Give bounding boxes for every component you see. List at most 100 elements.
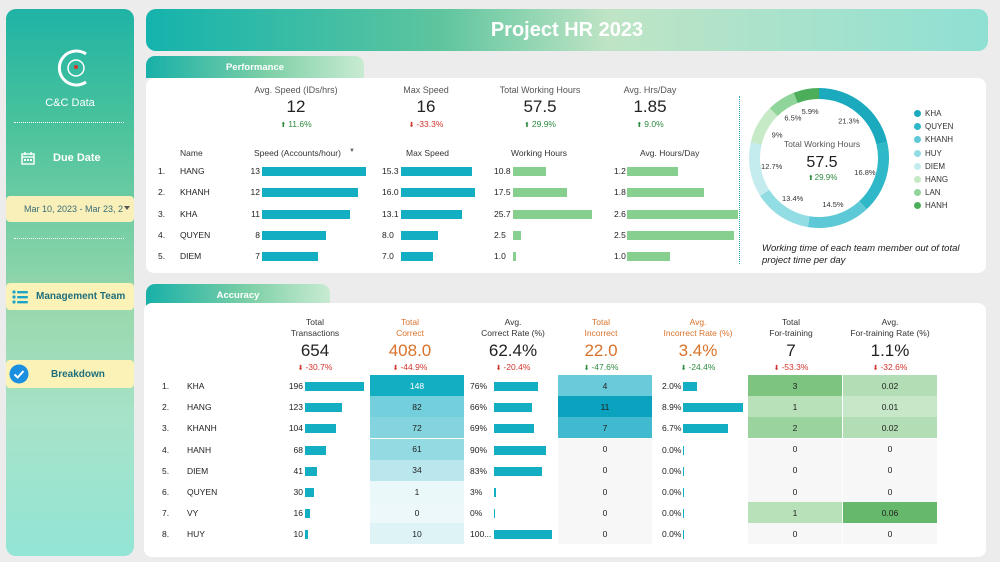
donut-slice-label: 5.9% [802,107,819,116]
for-training-cell: 1 [748,396,842,418]
delta-value: -32.6% [880,362,908,372]
delta-value: -24.4% [688,362,716,372]
transactions-bar [305,466,318,476]
kpi-delta: ⬇ -20.4% [465,362,561,372]
column-header: Avg. Hours/Day [640,148,700,158]
delta-value: -44.9% [400,362,428,372]
member-name: KHANH [180,187,210,198]
incorrect-rate-bar [683,466,684,476]
transactions-value: 196 [288,381,303,391]
row-index: 1. [162,381,170,391]
row-index: 2. [158,187,166,198]
breakdown-button[interactable]: Breakdown [6,360,134,388]
for-training-cell: 0 [748,481,842,502]
brain-logo-icon [57,49,87,87]
max-speed-bar [401,188,475,198]
column-header-line1: Total [592,317,610,327]
legend-item-lan: LAN [914,188,941,197]
correct-rate-bar [494,403,533,413]
sort-down-icon: ▼ [349,148,355,154]
delta-value: -53.3% [781,362,809,372]
management-team-button[interactable]: Management Team [6,283,134,310]
incorrect-rate-value: 0.0% [662,465,682,476]
max-speed-value: 16.0 [382,187,399,198]
working-hours-value: 2.5 [494,229,506,240]
max-speed-value: 15.3 [382,166,399,176]
delta-value: 9.0% [644,119,664,129]
avg-hours-value: 1.2 [614,166,626,176]
kpi-value: 22.0 [584,341,618,360]
avg-hours-bar [627,252,670,262]
member-name: HUY [187,529,205,540]
legend-label: LAN [925,188,941,198]
for-training-rate-cell: 0 [843,523,937,545]
working-hours-bar [513,209,592,219]
working-hours-value: 10.8 [494,166,511,176]
member-name: QUYEN [180,229,211,240]
max-speed-value: 8.0 [382,229,394,240]
page-title: Project HR 2023 [146,9,988,51]
incorrect-cell: 7 [558,417,652,439]
incorrect-rate-bar [683,424,729,434]
speed-bar [262,252,318,262]
donut-slice-label: 6.5% [784,114,801,123]
donut-slice-kha [819,88,888,145]
row-index: 6. [162,487,170,497]
column-header-line1: Total [306,317,324,327]
tab-performance[interactable]: Performance [146,56,364,78]
incorrect-rate-bar [683,530,684,540]
member-name: KHANH [187,423,217,434]
speed-bar [262,167,366,176]
speed-value: 13 [250,166,260,176]
working-hours-bar [513,230,521,240]
legend-label: KHA [925,109,942,118]
incorrect-rate-value: 0.0% [662,529,682,540]
legend-item-huy: HUY [914,149,942,158]
speed-bar [262,209,350,219]
donut-slice-label: 21.3% [838,116,860,125]
delta-value: -47.6% [591,362,619,372]
member-name: KHA [180,208,198,219]
working-hours-bar [513,188,567,198]
kpi-label: Total Working Hours [499,85,581,95]
brand-name: C&C Data [45,97,95,109]
legend-dot-icon [914,162,921,170]
avg-hours-value: 1.8 [614,187,626,198]
correct-cell: 72 [370,417,464,439]
incorrect-cell: 0 [558,438,652,460]
for-training-cell: 0 [748,438,842,460]
correct-rate-value: 0% [470,508,483,519]
incorrect-rate-bar [683,509,684,519]
arrow-down-icon: ⬇ [408,122,415,129]
member-name: HANG [180,166,205,176]
max-speed-bar [401,230,438,240]
kpi-delta: ⬇ -24.4% [652,362,744,372]
kpi-value: 408.0 [388,341,432,360]
arrow-down-icon: ⬇ [297,365,304,372]
transactions-bar [305,530,308,540]
arrow-down-icon: ⬇ [773,365,780,372]
arrow-down-icon: ⬇ [495,365,502,372]
legend-dot-icon [914,123,921,131]
correct-rate-bar [494,466,543,476]
legend-dot-icon [914,149,921,157]
column-header-line1: Total [782,317,800,327]
working-hours-bar [513,252,517,262]
tab-accuracy[interactable]: Accuracy [146,284,330,306]
arrow-up-icon: ⬆ [636,122,643,129]
working-hours-value: 25.7 [494,208,511,219]
incorrect-rate-bar [683,445,684,455]
kpi-delta: ⬆ 9.0% [600,119,700,129]
legend-item-hang: HANG [914,175,948,184]
date-range-select[interactable]: Mar 10, 2023 - Mar 23, 2 [6,196,134,222]
working-hours-bar [513,167,547,176]
column-header-line1: Avg. [504,317,522,327]
incorrect-rate-value: 6.7% [662,423,682,434]
column-header-line1: Total [401,317,419,327]
arrow-down-icon: ⬇ [583,365,590,372]
incorrect-rate-bar [683,382,697,391]
member-name: HANH [187,444,212,455]
arrow-down-icon: ⬇ [872,365,879,372]
correct-rate-value: 100... [470,529,492,540]
legend-label: HUY [925,148,942,158]
